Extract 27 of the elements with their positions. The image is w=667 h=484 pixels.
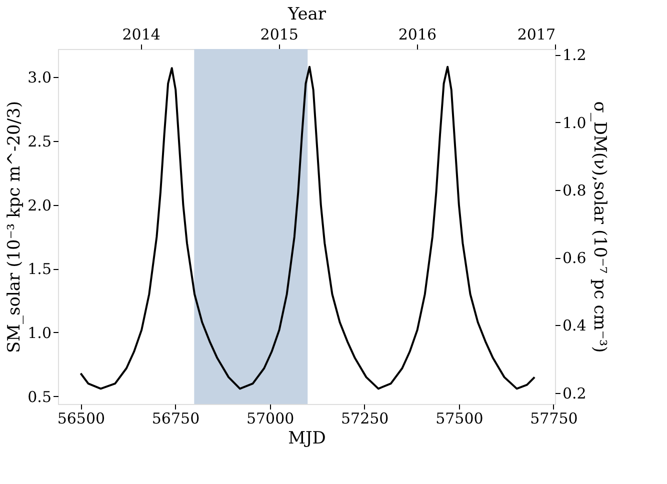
x-tick-label: 57250 — [341, 410, 389, 428]
y-tick-label: 3.0 — [28, 68, 52, 87]
y-tick-label: 0.5 — [28, 388, 52, 406]
y2-tick-label: 0.8 — [562, 181, 586, 200]
x-tick-label: 57750 — [530, 410, 578, 428]
y2-tick-label: 0.6 — [562, 249, 586, 268]
x-tick-label: 57000 — [246, 410, 294, 428]
x2-tick-label: 2016 — [398, 26, 437, 44]
y-tick-label: 2.5 — [28, 132, 52, 150]
x-axis-title: MJD — [288, 428, 326, 448]
x2-tick-label: 2017 — [517, 26, 556, 44]
x2-tick-label: 2014 — [122, 26, 160, 44]
y2-tick-label: 1.2 — [562, 46, 586, 64]
y-tick-label: 1.0 — [28, 324, 52, 342]
x-tick-label: 56750 — [152, 410, 200, 428]
y2-axis-title: σ_DM(ν),solar (10⁻⁷ pc cm⁻³) — [589, 101, 610, 353]
line-series — [80, 66, 536, 390]
y-tick-label: 1.5 — [28, 260, 52, 278]
x-tick-label: 56500 — [57, 410, 106, 428]
y-tick-label: 2.0 — [28, 196, 52, 214]
x2-tick-label: 2015 — [260, 26, 298, 44]
y-axis-title: SM_solar (10⁻³ kpc m^-20/3) — [4, 100, 25, 354]
y2-tick-label: 0.4 — [562, 316, 586, 335]
x2-axis-title: Year — [286, 4, 327, 24]
y2-tick-label: 0.2 — [562, 384, 586, 402]
y2-tick-label: 1.0 — [562, 114, 586, 132]
x-tick-label: 57500 — [436, 410, 484, 428]
